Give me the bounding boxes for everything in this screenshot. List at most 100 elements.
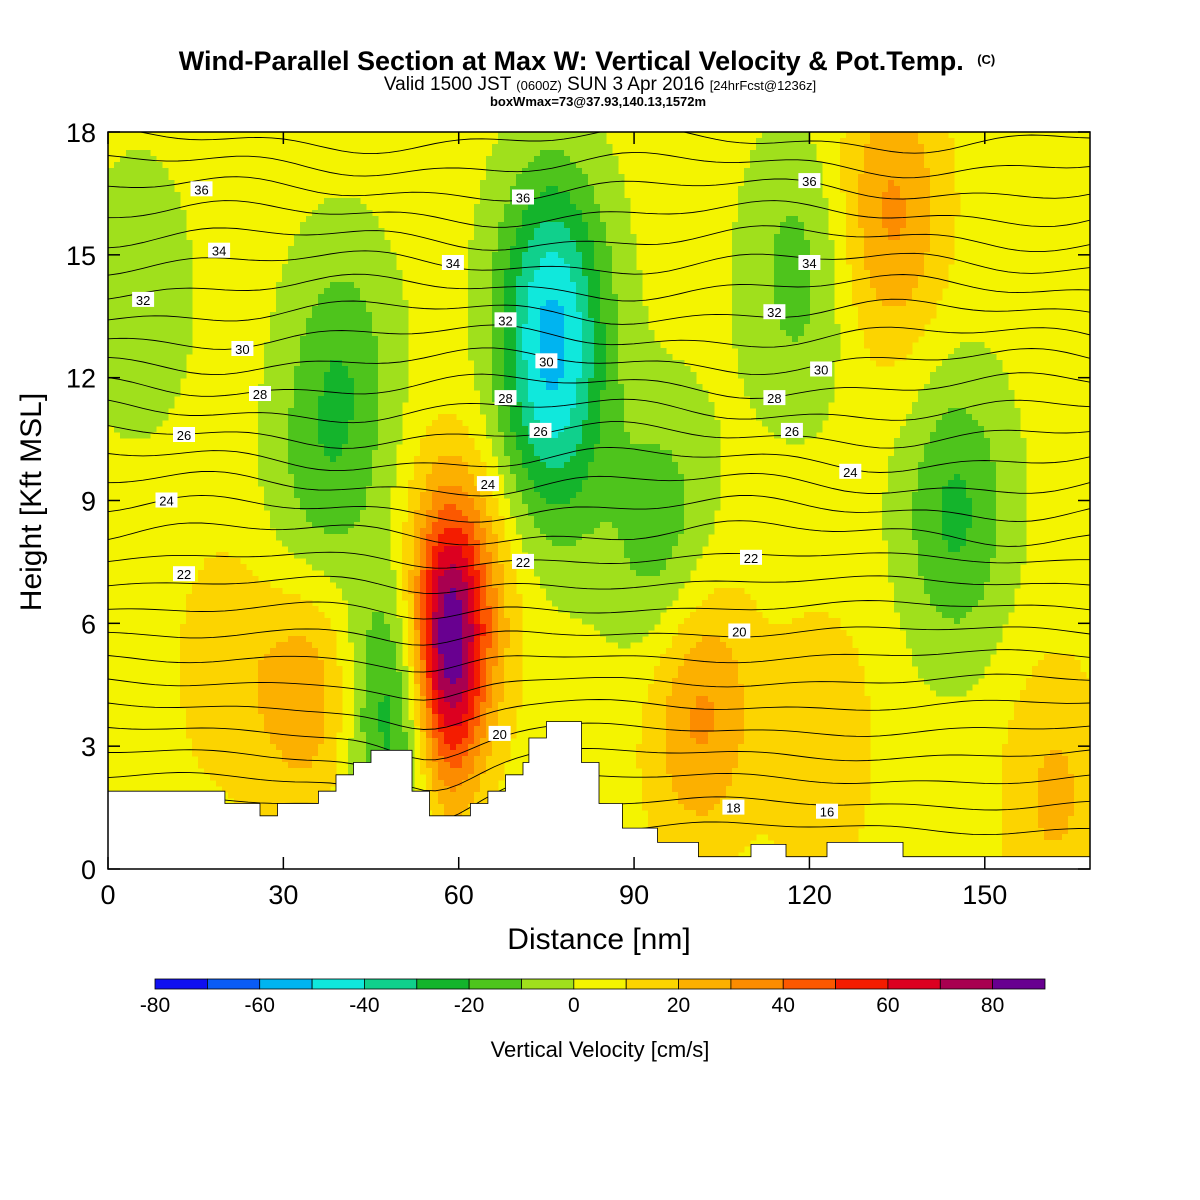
velocity-cell: [402, 708, 409, 715]
velocity-cell: [450, 534, 457, 541]
velocity-cell: [228, 702, 235, 709]
velocity-cell: [168, 264, 175, 271]
velocity-cell: [120, 264, 127, 271]
velocity-cell: [180, 216, 187, 223]
velocity-cell: [360, 336, 367, 343]
velocity-cell: [288, 414, 295, 421]
velocity-cell: [336, 372, 343, 379]
velocity-cell: [528, 414, 535, 421]
velocity-cell: [318, 414, 325, 421]
velocity-cell: [228, 588, 235, 595]
velocity-cell: [342, 480, 349, 487]
velocity-cell: [420, 444, 427, 451]
velocity-cell: [474, 462, 481, 469]
velocity-cell: [456, 486, 463, 493]
velocity-cell: [240, 792, 247, 799]
velocity-cell: [282, 420, 289, 427]
velocity-cell: [186, 678, 193, 685]
velocity-cell: [528, 474, 535, 481]
velocity-cell: [516, 312, 523, 319]
velocity-cell: [264, 624, 271, 631]
velocity-cell: [390, 570, 397, 577]
velocity-cell: [372, 624, 379, 631]
velocity-cell: [372, 306, 379, 313]
velocity-cell: [522, 456, 529, 463]
velocity-cell: [276, 426, 283, 433]
velocity-cell: [480, 774, 487, 781]
velocity-cell: [444, 432, 451, 439]
velocity-cell: [246, 720, 253, 727]
velocity-cell: [528, 528, 535, 535]
velocity-cell: [492, 438, 499, 445]
velocity-cell: [360, 288, 367, 295]
velocity-cell: [270, 762, 277, 769]
velocity-cell: [426, 570, 433, 577]
velocity-cell: [510, 726, 517, 733]
velocity-cell: [318, 702, 325, 709]
velocity-cell: [342, 204, 349, 211]
velocity-cell: [492, 588, 499, 595]
velocity-cell: [420, 714, 427, 721]
velocity-cell: [528, 516, 535, 523]
velocity-cell: [420, 684, 427, 691]
velocity-cell: [522, 162, 529, 169]
velocity-cell: [366, 306, 373, 313]
velocity-cell: [120, 168, 127, 175]
velocity-cell: [468, 594, 475, 601]
velocity-cell: [390, 294, 397, 301]
velocity-cell: [288, 522, 295, 529]
velocity-cell: [168, 396, 175, 403]
velocity-cell: [498, 276, 505, 283]
velocity-cell: [492, 144, 499, 151]
velocity-cell: [330, 360, 337, 367]
velocity-cell: [480, 672, 487, 679]
velocity-cell: [384, 720, 391, 727]
velocity-cell: [156, 276, 163, 283]
velocity-cell: [288, 288, 295, 295]
velocity-cell: [294, 330, 301, 337]
velocity-cell: [438, 702, 445, 709]
velocity-cell: [336, 672, 343, 679]
velocity-cell: [198, 642, 205, 649]
velocity-cell: [402, 522, 409, 529]
velocity-cell: [516, 318, 523, 325]
velocity-cell: [528, 132, 535, 139]
velocity-cell: [366, 234, 373, 241]
velocity-cell: [156, 354, 163, 361]
velocity-cell: [258, 624, 265, 631]
velocity-cell: [522, 300, 529, 307]
velocity-cell: [312, 660, 319, 667]
velocity-cell: [372, 630, 379, 637]
velocity-cell: [222, 762, 229, 769]
velocity-cell: [378, 342, 385, 349]
velocity-cell: [252, 636, 259, 643]
velocity-cell: [504, 654, 511, 661]
velocity-cell: [396, 708, 403, 715]
velocity-cell: [348, 372, 355, 379]
velocity-cell: [276, 492, 283, 499]
velocity-cell: [288, 312, 295, 319]
velocity-cell: [504, 438, 511, 445]
velocity-cell: [312, 378, 319, 385]
velocity-cell: [294, 282, 301, 289]
velocity-cell: [222, 696, 229, 703]
velocity-cell: [348, 234, 355, 241]
velocity-cell: [282, 744, 289, 751]
velocity-cell: [504, 282, 511, 289]
velocity-cell: [444, 786, 451, 793]
velocity-cell: [138, 174, 145, 181]
velocity-cell: [372, 348, 379, 355]
velocity-cell: [342, 516, 349, 523]
velocity-cell: [426, 516, 433, 523]
velocity-cell: [492, 156, 499, 163]
velocity-cell: [318, 234, 325, 241]
velocity-cell: [252, 720, 259, 727]
velocity-cell: [510, 294, 517, 301]
velocity-cell: [276, 354, 283, 361]
velocity-cell: [282, 798, 289, 805]
velocity-cell: [396, 714, 403, 721]
velocity-cell: [462, 540, 469, 547]
velocity-cell: [372, 696, 379, 703]
velocity-cell: [510, 654, 517, 661]
velocity-cell: [396, 702, 403, 709]
